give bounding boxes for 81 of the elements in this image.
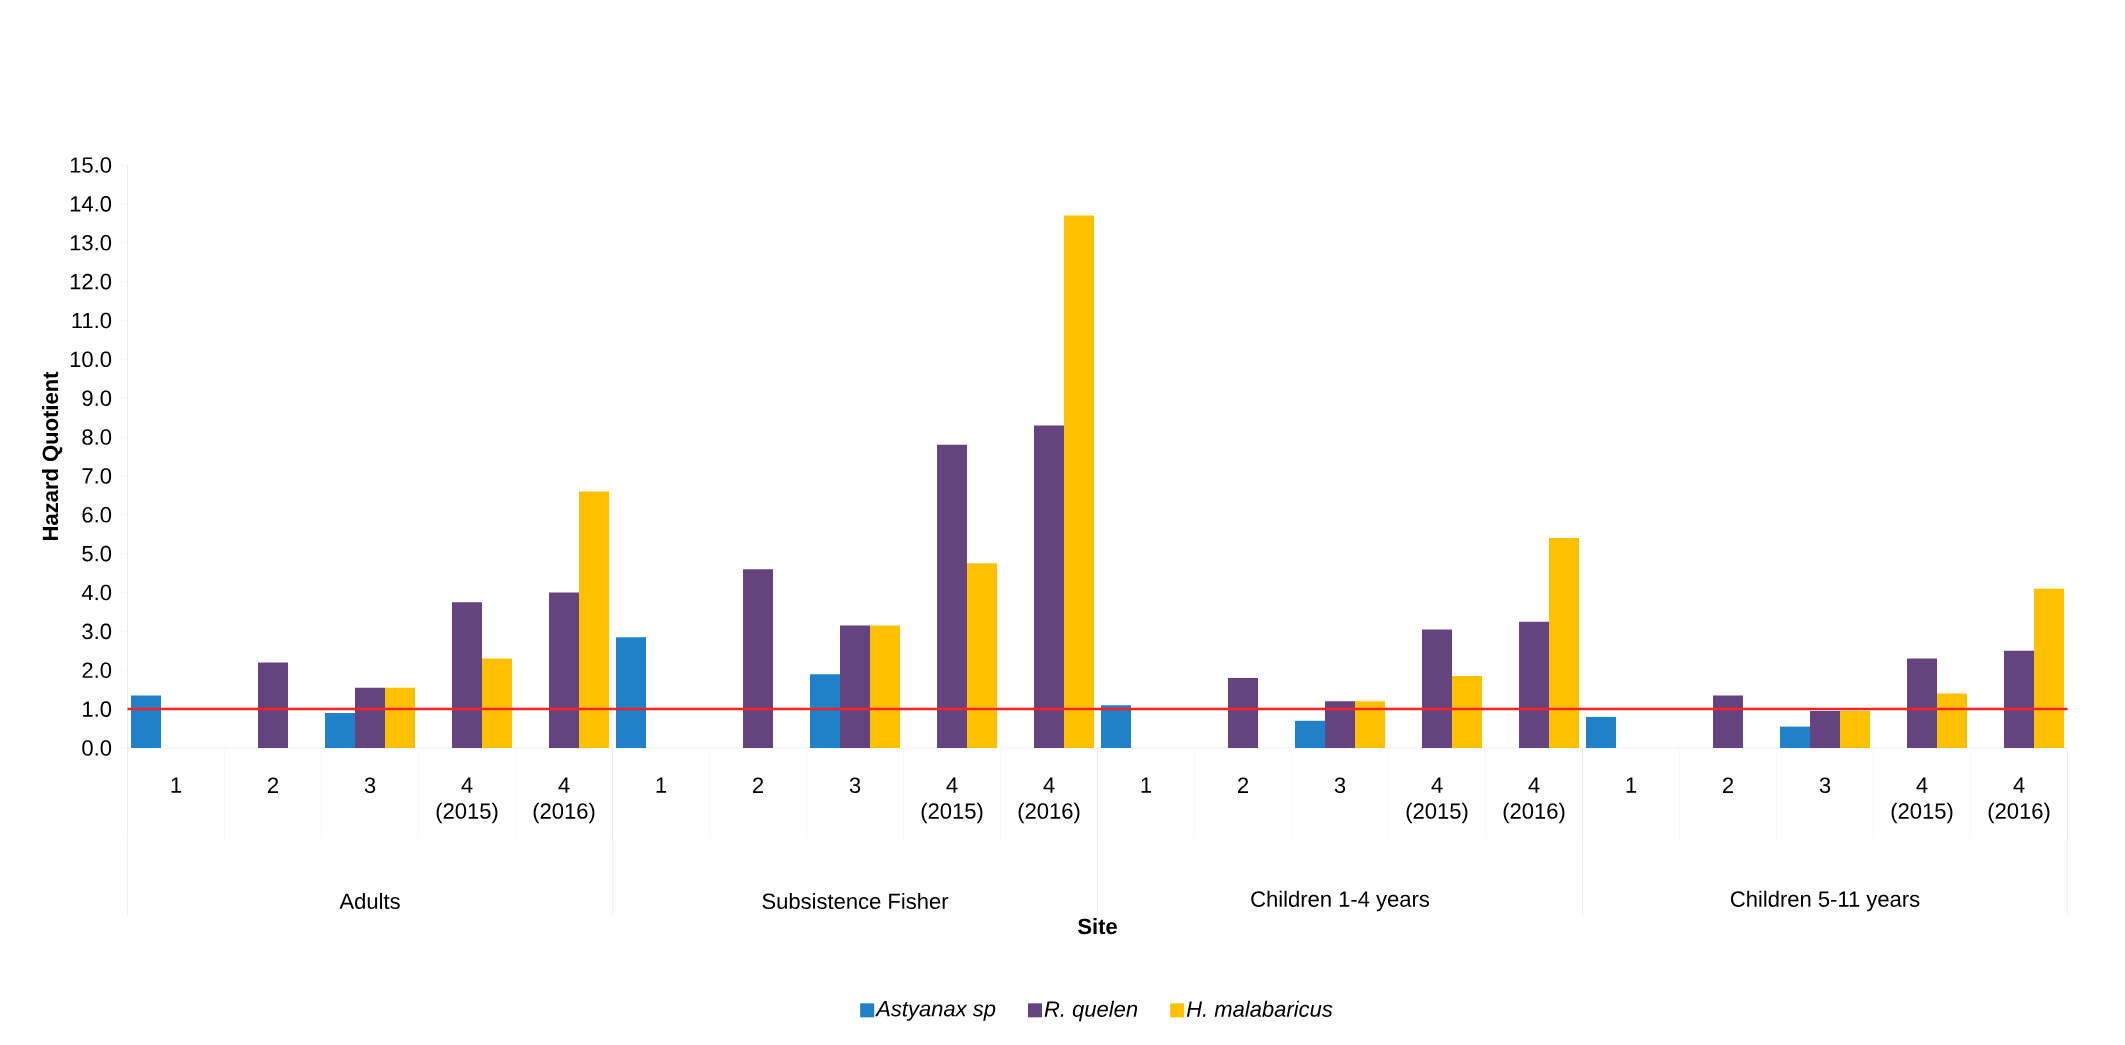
text: Subsistence Fisher — [762, 892, 949, 910]
bar — [1907, 658, 1938, 748]
bar — [1840, 711, 1871, 748]
bar — [810, 674, 841, 748]
y-tick-label: 3.0 — [82, 623, 112, 640]
bar — [1586, 716, 1617, 748]
bar — [1780, 726, 1811, 748]
y-tick-label: 10.0 — [70, 351, 112, 368]
x-axis-title: Site — [1077, 918, 1117, 935]
bar — [482, 658, 513, 748]
x-tick-label: 1 — [656, 777, 667, 793]
bar — [840, 625, 871, 748]
legend-label: Astyanax sp — [875, 1001, 996, 1021]
x-tick-label: 4 (2016) — [1018, 777, 1080, 824]
y-tick-label: 15.0 — [70, 157, 112, 173]
bar — [870, 625, 901, 748]
x-tick-label: 1 — [1141, 777, 1152, 793]
bar — [967, 563, 998, 748]
x-tick-label: 3 — [1819, 777, 1831, 794]
bar — [1519, 621, 1550, 748]
y-tick-label: 0.0 — [82, 740, 112, 756]
y-tick-label: 1.0 — [83, 701, 112, 717]
y-tick-label: 7.0 — [82, 468, 112, 484]
text: Adults — [339, 892, 400, 910]
bar — [131, 695, 162, 748]
bar — [616, 637, 647, 748]
x-tick-label: 4 (2015) — [1406, 777, 1468, 824]
bar — [1228, 678, 1259, 748]
x-tick-label: 1 — [1626, 777, 1637, 793]
y-tick-label: 12.0 — [70, 273, 112, 290]
bar — [1810, 711, 1841, 748]
bar — [1355, 701, 1386, 748]
bar — [1325, 701, 1356, 748]
bar — [1101, 705, 1132, 748]
x-tick-label: 4 (2016) — [1988, 777, 2050, 824]
bar — [1295, 720, 1326, 748]
y-tick-label: 2.0 — [82, 662, 112, 679]
bar — [258, 662, 289, 748]
x-tick-label: 3 — [849, 777, 861, 794]
bar — [1549, 538, 1580, 748]
x-tick-label: 4 (2015) — [921, 777, 983, 824]
bar — [579, 491, 610, 748]
bar — [1713, 695, 1744, 748]
y-tick-label: 11.0 — [72, 312, 112, 329]
bar — [385, 687, 416, 748]
bar — [355, 687, 386, 748]
x-tick-label: 1 — [171, 777, 182, 793]
bar — [937, 444, 968, 748]
bar — [2034, 588, 2065, 748]
bar — [1034, 425, 1065, 748]
x-tick-label: 4 (2015) — [1891, 777, 1953, 824]
bar — [743, 569, 774, 748]
y-tick-label: 6.0 — [82, 507, 112, 523]
bar — [1422, 629, 1453, 748]
bar — [1937, 693, 1968, 748]
text: Children 5-11 years — [1730, 890, 1920, 912]
y-axis-title: Hazard Quotient — [42, 371, 63, 540]
y-tick-label: 9.0 — [82, 390, 112, 406]
x-tick-label: 2 — [753, 777, 764, 793]
x-tick-label: 2 — [268, 777, 279, 793]
bar — [1064, 215, 1095, 748]
x-tick-label: 2 — [1238, 777, 1249, 793]
y-tick-label: 8.0 — [82, 429, 112, 445]
legend-label: H. malabaricus — [1186, 1000, 1333, 1017]
y-tick-label: 5.0 — [82, 545, 112, 562]
text: Children 1-4 years — [1251, 890, 1430, 912]
x-tick-label: 4 (2016) — [533, 777, 595, 824]
x-tick-label: 3 — [364, 777, 376, 794]
legend-label: R. quelen — [1044, 1000, 1138, 1022]
x-tick-label: 4 (2016) — [1503, 777, 1565, 824]
bar — [2004, 650, 2035, 748]
x-tick-label: 4 (2015) — [436, 777, 498, 824]
y-tick-label: 4.0 — [81, 584, 112, 601]
y-tick-label: 13.0 — [70, 234, 112, 251]
x-tick-label: 2 — [1723, 777, 1734, 793]
bar — [549, 592, 580, 748]
bar — [452, 602, 483, 748]
bar — [1452, 676, 1483, 748]
x-tick-label: 3 — [1334, 777, 1346, 794]
y-tick-label: 14.0 — [70, 196, 112, 212]
bar — [325, 713, 356, 748]
